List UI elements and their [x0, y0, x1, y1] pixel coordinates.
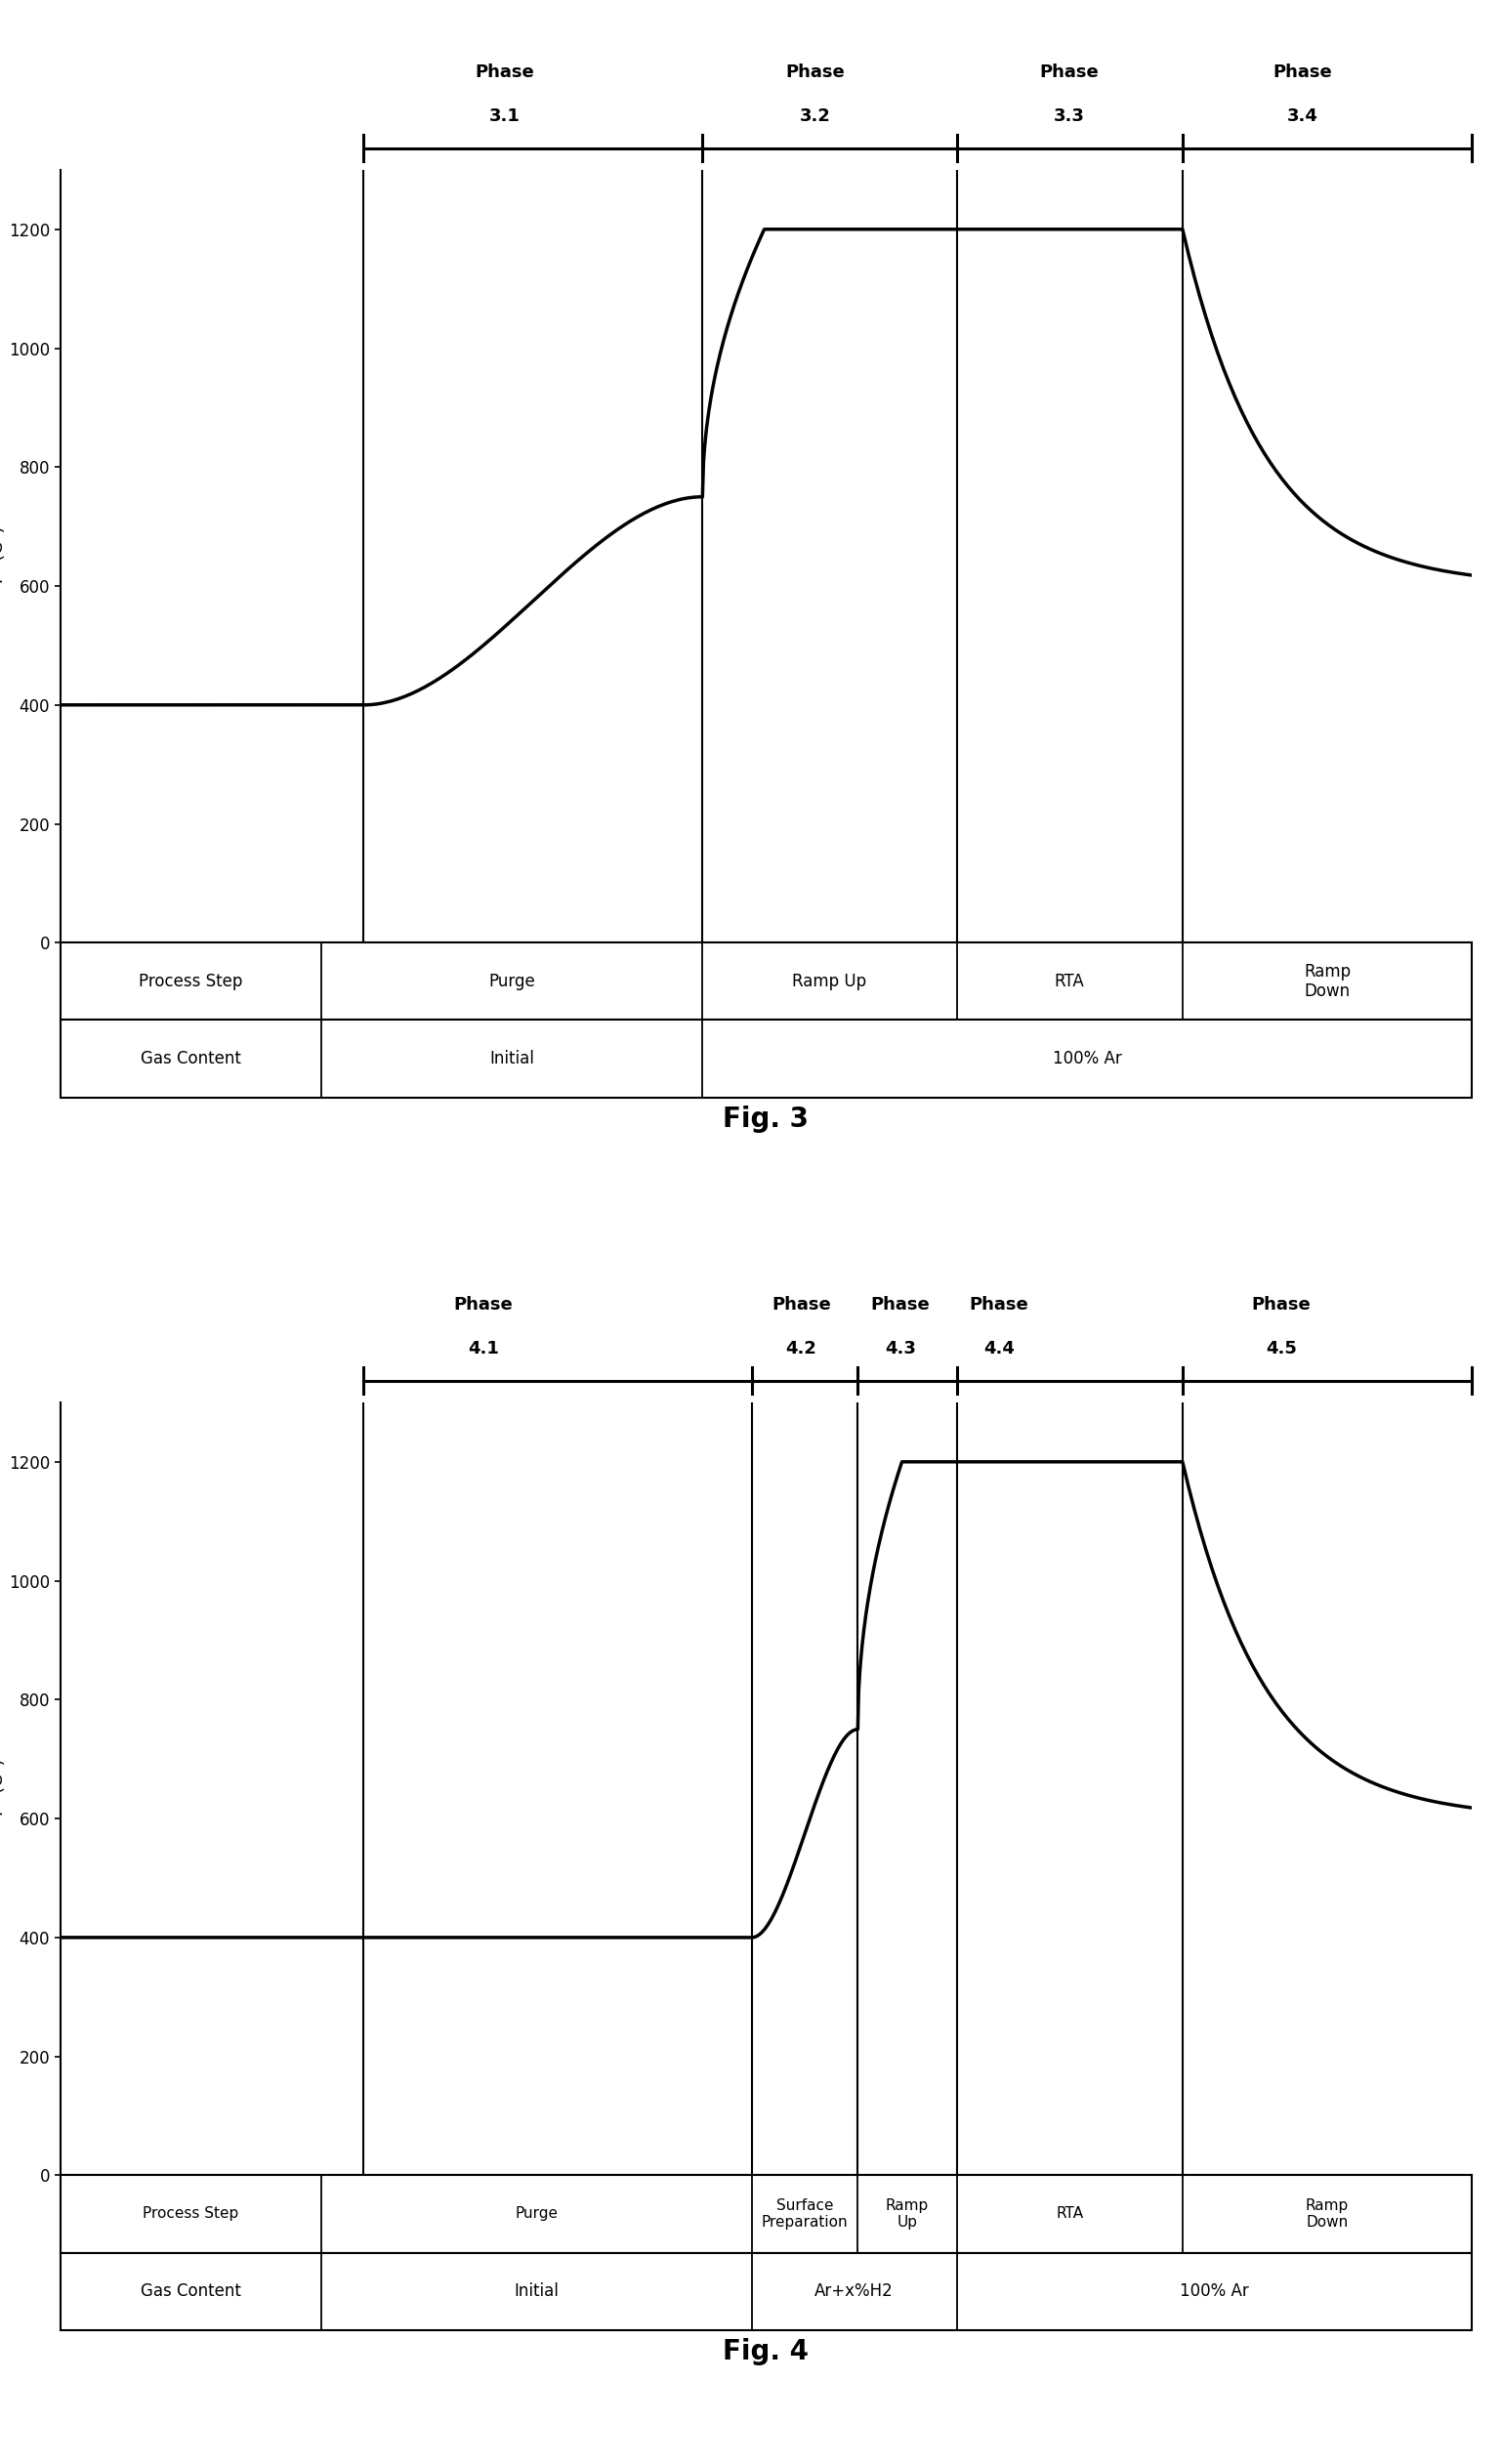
Text: 4.2: 4.2 [786, 1340, 817, 1358]
Y-axis label: T° (C°): T° (C°) [0, 1759, 8, 1818]
Text: Gas Content: Gas Content [141, 2282, 240, 2299]
Text: Ramp
Down: Ramp Down [1305, 2198, 1349, 2230]
Text: 3.1: 3.1 [490, 106, 520, 126]
Text: Phase: Phase [772, 1296, 831, 1313]
Text: Ramp
Up: Ramp Up [886, 2198, 928, 2230]
Text: Process Step: Process Step [138, 973, 243, 991]
Text: Fig. 4: Fig. 4 [722, 2338, 810, 2365]
Text: 4.4: 4.4 [984, 1340, 1014, 1358]
Text: Phase: Phase [871, 1296, 930, 1313]
Text: 3.4: 3.4 [1287, 106, 1319, 126]
Text: Ar+x%H2: Ar+x%H2 [814, 2282, 894, 2299]
Text: Phase: Phase [1251, 1296, 1311, 1313]
Text: Gas Content: Gas Content [141, 1050, 240, 1067]
Text: 3.3: 3.3 [1054, 106, 1084, 126]
Y-axis label: T° (C°): T° (C°) [0, 527, 8, 586]
Text: Initial: Initial [514, 2282, 559, 2299]
Text: 100% Ar: 100% Ar [1053, 1050, 1122, 1067]
Text: Ramp
Down: Ramp Down [1304, 963, 1350, 1000]
Text: Process Step: Process Step [143, 2208, 239, 2220]
Text: Phase: Phase [1039, 64, 1099, 81]
Text: Phase: Phase [1272, 64, 1332, 81]
Text: RTA: RTA [1054, 973, 1084, 991]
Text: 4.3: 4.3 [885, 1340, 916, 1358]
Text: Purge: Purge [515, 2208, 559, 2220]
Text: Surface
Preparation: Surface Preparation [762, 2198, 849, 2230]
Text: RTA: RTA [1056, 2208, 1083, 2220]
Text: Purge: Purge [488, 973, 535, 991]
Text: 4.1: 4.1 [469, 1340, 499, 1358]
Text: 4.5: 4.5 [1266, 1340, 1296, 1358]
Text: 3.2: 3.2 [801, 106, 831, 126]
Text: 100% Ar: 100% Ar [1179, 2282, 1248, 2299]
Text: Phase: Phase [475, 64, 535, 81]
Text: Initial: Initial [490, 1050, 535, 1067]
Text: Phase: Phase [786, 64, 846, 81]
Text: Phase: Phase [969, 1296, 1029, 1313]
Text: Phase: Phase [454, 1296, 514, 1313]
Text: Ramp Up: Ramp Up [793, 973, 867, 991]
Text: Fig. 3: Fig. 3 [722, 1106, 810, 1133]
